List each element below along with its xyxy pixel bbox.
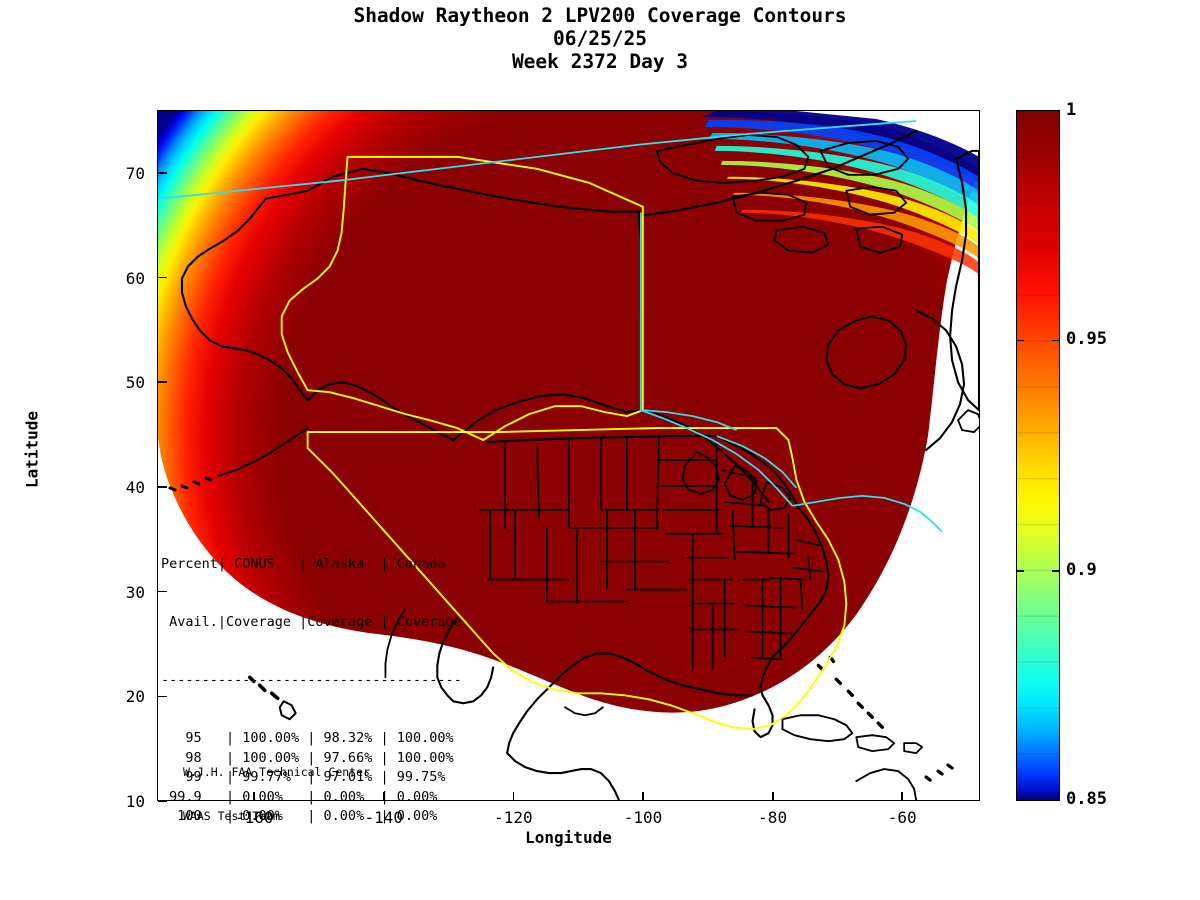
colorbar-tick-label: 0.85 — [1066, 789, 1107, 809]
y-tick-mark — [158, 276, 167, 279]
x-tick-mark — [512, 792, 515, 801]
stats-row: 99 | 99.77% | 97.01% | 99.75% — [161, 769, 446, 786]
map-contour-layer — [158, 111, 979, 800]
colorbar-tick-mark — [1017, 569, 1024, 572]
y-tick-mark — [158, 172, 167, 174]
coverage-stats-table: Percent| CONUS | Alaska | Canada Avail.|… — [161, 516, 462, 865]
y-tick-label: 50 — [125, 373, 145, 393]
y-tick-label: 30 — [125, 582, 145, 602]
stats-row: 95 | 100.00% | 98.32% | 100.00% — [161, 730, 454, 747]
colorbar-tick-label: 0.95 — [1066, 329, 1107, 350]
y-tick-label: 20 — [125, 687, 145, 707]
colorbar — [1016, 110, 1060, 801]
x-tick-label: -160 — [234, 808, 274, 827]
map-plot-area — [157, 110, 980, 801]
canada-service-volume-boundary — [158, 120, 943, 533]
x-tick-mark — [771, 792, 774, 801]
contour-bands — [158, 111, 979, 713]
y-tick-label: 10 — [125, 792, 145, 811]
figure-title: Shadow Raytheon 2 LPV200 Coverage Contou… — [0, 4, 1200, 73]
title-line-1: Shadow Raytheon 2 LPV200 Coverage Contou… — [353, 4, 847, 27]
x-tick-mark — [253, 792, 256, 801]
coverage-contour-svg — [158, 111, 979, 800]
x-tick-mark — [901, 792, 904, 801]
stats-body: 95 | 100.00% | 98.32% | 100.00% 98 | 100… — [161, 729, 462, 826]
title-line-2: 06/25/25 — [553, 27, 647, 50]
figure-credit: W.J.H. FAA Technical Center WAAS Test Te… — [183, 736, 370, 852]
y-tick-mark — [158, 381, 167, 384]
stats-row: 98 | 100.00% | 97.66% | 100.00% — [161, 749, 454, 766]
title-line-3: Week 2372 Day 3 — [511, 50, 689, 73]
stats-header-row-2: Avail.|Coverage |Coverage | Coverage — [161, 614, 462, 631]
coastline-layer — [168, 129, 979, 800]
colorbar-tick-label: 1 — [1066, 100, 1077, 120]
credit-line-2: WAAS Test Team — [183, 808, 280, 823]
x-tick-label: -100 — [623, 808, 663, 827]
x-tick-label: -80 — [758, 808, 788, 827]
y-tick-label: 70 — [125, 163, 145, 183]
y-tick-mark — [158, 695, 167, 698]
stats-header-row-1: Percent| CONUS | Alaska | Canada — [161, 555, 446, 572]
stats-rule: ------------------------------------- — [161, 672, 462, 689]
y-tick-mark — [158, 486, 167, 488]
x-tick-mark — [642, 792, 644, 801]
colorbar-tick-mark — [1017, 339, 1024, 342]
x-axis-label: Longitude — [525, 828, 612, 847]
y-tick-mark — [158, 800, 167, 802]
colorbar-gradient — [1017, 111, 1059, 800]
conus-service-volume-boundary — [280, 155, 848, 731]
stats-row: 100 | 0.00% | 0.00% | 0.00% — [161, 808, 438, 825]
credit-line-1: W.J.H. FAA Technical Center — [183, 765, 370, 779]
y-tick-mark — [158, 590, 167, 593]
colorbar-tick-label: 0.9 — [1066, 559, 1097, 580]
colorbar-tick-mark — [1052, 339, 1059, 342]
stats-row: 99.9 | 0.00% | 0.00% | 0.00% — [161, 788, 438, 805]
y-tick-label: 40 — [125, 477, 145, 497]
state-borders-layer — [479, 438, 825, 670]
colorbar-tick-mark — [1052, 569, 1059, 572]
x-tick-label: -140 — [364, 808, 404, 827]
y-tick-label: 60 — [125, 268, 145, 288]
x-tick-label: -60 — [887, 808, 917, 827]
y-axis-label: Latitude — [22, 410, 42, 489]
x-tick-label: -120 — [494, 808, 533, 827]
x-tick-mark — [383, 792, 385, 801]
